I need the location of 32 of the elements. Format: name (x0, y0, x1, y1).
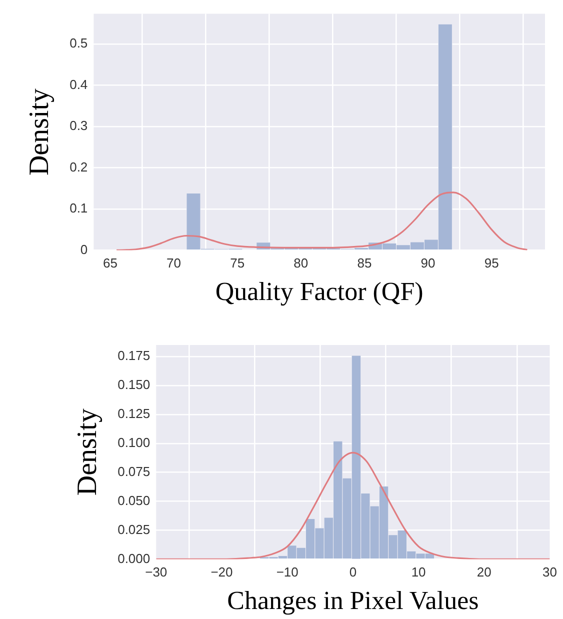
y-axis-title: Density (24, 88, 56, 176)
y-tick-label: 0.175 (118, 348, 150, 364)
x-tick-label: 70 (166, 256, 181, 271)
y-tick-label: 0.125 (118, 406, 150, 422)
y-tick-label: 0.000 (118, 550, 150, 566)
y-axis-title: Density (72, 408, 104, 496)
x-tick-label: 10 (411, 564, 426, 580)
y-tick-label: 0.2 (70, 159, 88, 174)
y-tick-label: 0.100 (118, 434, 150, 450)
x-tick-label: −10 (276, 564, 298, 580)
x-axis-title: Quality Factor (QF) (215, 277, 424, 306)
x-tick-label: 90 (420, 256, 436, 271)
x-tick-label: 95 (484, 256, 499, 271)
x-tick-label: 30 (542, 564, 558, 580)
y-tick-label: 0.4 (70, 76, 88, 92)
y-tick-label: 0.050 (118, 492, 150, 508)
x-tick-label: −20 (210, 564, 233, 580)
y-tick-label: 0.075 (118, 464, 150, 479)
x-tick-label: 85 (357, 256, 372, 271)
y-tick-label: 0.150 (118, 377, 150, 392)
y-tick-label: 0.5 (70, 35, 88, 50)
x-tick-label: 75 (230, 256, 245, 271)
y-tick-label: 0.025 (118, 522, 150, 537)
y-tick-label: 0 (80, 242, 88, 257)
y-tick-label: 0.3 (70, 118, 88, 134)
x-tick-label: 80 (294, 256, 308, 271)
x-tick-label: 65 (102, 256, 118, 271)
x-tick-label: 0 (349, 564, 357, 580)
y-tick-label: 0.1 (70, 200, 88, 216)
x-tick-label: −30 (145, 564, 168, 580)
x-tick-label: 20 (476, 564, 492, 580)
x-axis-title: Changes in Pixel Values (227, 586, 479, 616)
